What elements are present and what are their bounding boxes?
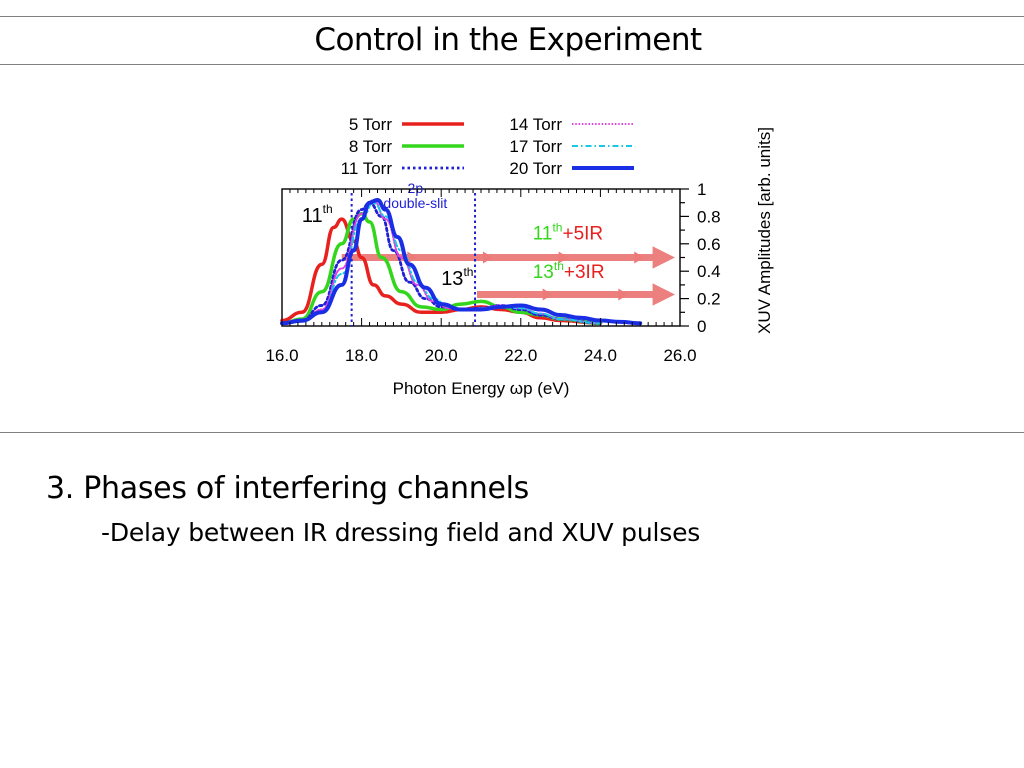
chart-slit-lines (350, 193, 477, 326)
y-tick-label-0-6: 0.6 (697, 235, 721, 254)
legend-label-8-torr: 8 Torr (349, 137, 392, 156)
slit-label-line-2: double-slit (383, 195, 447, 211)
chart-arrows (341, 246, 675, 306)
arrow-chevron (558, 251, 569, 264)
x-tick-label-18-0: 18.0 (345, 346, 378, 365)
chart-legend: 5 Torr 8 Torr 11 Torr 14 Torr 17 Torr 20 Torr (341, 115, 634, 178)
y-tick-label-0: 0 (697, 317, 706, 336)
series-line-11-torr (280, 201, 602, 325)
x-tick-label-24-0: 24.0 (584, 346, 617, 365)
legend-label-20-torr: 20 Torr (509, 159, 562, 178)
channel-label-115ir: 11th+5IR (533, 221, 603, 245)
slide-title: Control in the Experiment (314, 22, 702, 58)
annotation-13th: 13th (441, 265, 473, 290)
y-tick-label-0-8: 0.8 (697, 207, 721, 226)
x-tick-label-22-0: 22.0 (504, 346, 537, 365)
x-tick-label-20-0: 20.0 (425, 346, 458, 365)
title-divider (0, 64, 1024, 65)
arrow-chevron (407, 251, 418, 264)
legend-label-11-torr: 11 Torr (341, 159, 393, 178)
chart-bottom-divider (0, 432, 1024, 433)
arrow-chevron (634, 251, 645, 264)
top-rule (0, 16, 1024, 17)
chart-axes: 16.0 18.0 20.0 22.0 24.0 26.0 Photon Energy ωp… (265, 127, 774, 398)
legend-label-5-torr: 5 Torr (349, 115, 392, 134)
x-axis-title: Photon Energy ωp (eV) (393, 379, 570, 398)
annotation-11th: 11th (302, 202, 333, 227)
y-tick-label-1: 1 (697, 180, 706, 199)
arrow-chevron (542, 288, 553, 301)
x-tick-label-26-0: 26.0 (663, 346, 696, 365)
legend-label-14-torr: 14 Torr (509, 115, 562, 134)
y-tick-label-0-2: 0.2 (697, 290, 721, 309)
chart-series (280, 197, 643, 326)
channel-label-133ir: 13th+3IR (533, 259, 605, 283)
y-tick-label-0-4: 0.4 (697, 262, 721, 281)
series-line-8-torr (280, 211, 603, 326)
x-tick-label-16-0: 16.0 (265, 346, 298, 365)
slit-label-line-1: 2p (408, 180, 424, 196)
legend-label-17-torr: 17 Torr (509, 137, 562, 156)
bullet-delay: -Delay between IR dressing field and XUV… (101, 518, 701, 547)
arrow-chevron (618, 288, 629, 301)
series-line-20-torr (280, 197, 643, 326)
arrow-chevron (482, 251, 493, 264)
bullet-phases: 3. Phases of interfering channels (46, 471, 529, 506)
y-axis-title: XUV Amplitudes [arb. units] (755, 127, 774, 334)
